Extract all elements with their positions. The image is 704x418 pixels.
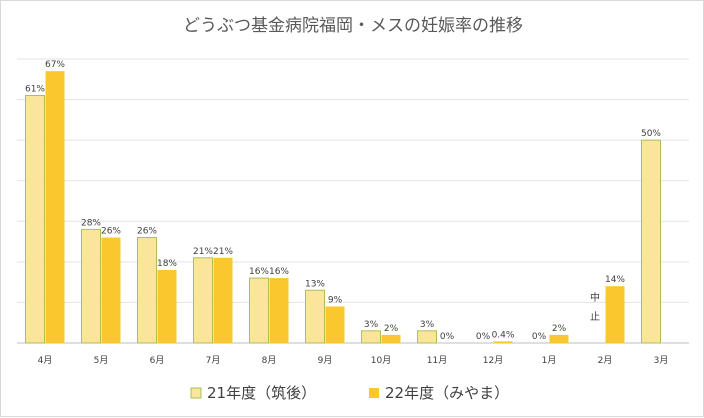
bar-s1 xyxy=(305,289,325,344)
data-label: 21% xyxy=(193,247,213,257)
bar-s1 xyxy=(417,330,437,344)
gridlines xyxy=(17,58,689,344)
x-tick-label: 3月 xyxy=(654,355,669,366)
x-tick-label: 6月 xyxy=(150,355,165,366)
chart-title: どうぶつ基金病院福岡・メスの妊娠率の推移 xyxy=(183,16,523,36)
bar-s1 xyxy=(81,228,101,344)
x-tick-label: 7月 xyxy=(206,355,221,366)
annotations: 中止 xyxy=(590,291,600,323)
data-label: 13% xyxy=(305,279,325,289)
data-label: 16% xyxy=(249,267,269,277)
data-label: 3% xyxy=(420,320,435,330)
x-tick-label: 5月 xyxy=(94,355,109,366)
data-label: 16% xyxy=(269,267,289,277)
x-tick-label: 8月 xyxy=(262,355,277,366)
bars xyxy=(25,71,661,344)
data-label: 26% xyxy=(101,227,121,237)
bar-s2 xyxy=(269,278,289,343)
data-label: 3% xyxy=(364,320,379,330)
bar-s1 xyxy=(641,139,661,344)
data-label: 26% xyxy=(137,227,157,237)
bar-s2 xyxy=(605,286,625,343)
bar-s1 xyxy=(361,330,381,344)
data-label: 50% xyxy=(641,129,661,139)
data-label: 0% xyxy=(476,332,491,342)
bar-s1 xyxy=(25,95,45,344)
bar-s2 xyxy=(213,257,233,343)
bar-s2 xyxy=(549,334,569,343)
legend-swatch xyxy=(369,388,379,398)
x-tick-label: 1月 xyxy=(542,355,557,366)
bar-s1 xyxy=(193,257,213,344)
x-tick-label: 10月 xyxy=(371,355,391,366)
bar-s2 xyxy=(381,334,401,343)
data-label: 14% xyxy=(605,275,625,285)
data-label: 2% xyxy=(552,324,567,334)
bar-s2 xyxy=(101,237,121,343)
annotation-char: 中 xyxy=(590,291,600,304)
data-labels: 61%67%28%26% 26%18%21% 21%16% 16%13%9%3% 2% 3… xyxy=(25,60,661,342)
annotation-char: 止 xyxy=(590,311,600,323)
data-label: 0.4% xyxy=(492,330,515,340)
legend-label: 22年度（みやま） xyxy=(385,384,509,402)
x-tick-label: 2月 xyxy=(598,355,613,366)
legend-label: 21年度（筑後） xyxy=(207,384,316,402)
data-label: 0% xyxy=(532,332,547,342)
data-label: 21% xyxy=(213,247,233,257)
data-label: 61% xyxy=(25,85,45,95)
bar-s1 xyxy=(249,277,269,344)
data-label: 0% xyxy=(440,332,455,342)
legend-swatch xyxy=(190,387,202,399)
bar-s1 xyxy=(137,237,157,344)
x-tick-label: 12月 xyxy=(483,355,503,366)
x-axis-ticks: 4月 5月 6月 7月 8月 9月 10月 11月 12月 1月 2月 3月 xyxy=(38,355,669,366)
x-tick-label: 4月 xyxy=(38,355,53,366)
x-tick-label: 11月 xyxy=(427,355,447,366)
data-label: 28% xyxy=(81,218,101,228)
x-tick-label: 9月 xyxy=(318,355,333,366)
data-label: 18% xyxy=(157,259,177,269)
bar-s2 xyxy=(45,71,65,344)
legend: 21年度（筑後） 22年度（みやま） xyxy=(190,384,509,402)
bar-s2 xyxy=(325,306,345,343)
bar-s2 xyxy=(493,341,513,343)
data-label: 67% xyxy=(45,60,65,70)
data-label: 9% xyxy=(328,295,343,305)
bar-s2 xyxy=(157,269,177,343)
data-label: 2% xyxy=(384,324,399,334)
